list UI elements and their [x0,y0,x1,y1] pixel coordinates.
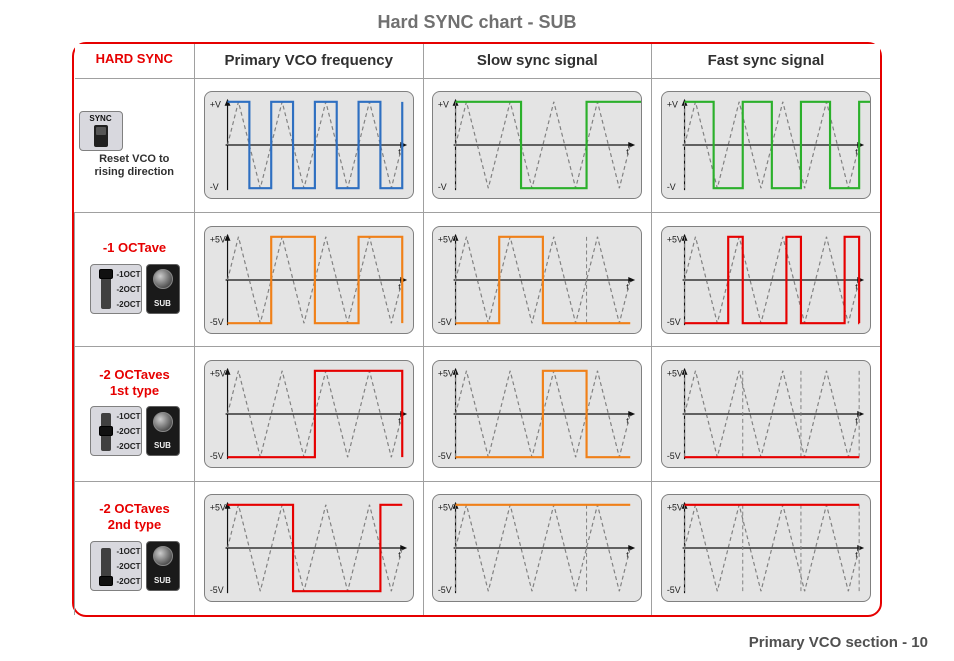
column-header: Slow sync signal [423,44,652,78]
sub-module: SUB [146,406,180,456]
waveform-chart: +5V-5Vt [204,360,414,468]
sync-label: SYNC [89,114,111,123]
waveform-chart: +5V-5Vt [432,360,642,468]
chart-cell: +V-Vt [652,78,881,212]
chart-cell: +V-Vt [423,78,652,212]
chart-table: HARD SYNC Primary VCO frequencySlow sync… [74,44,880,615]
octave-option: -1OCT [117,270,143,279]
svg-text:+V: +V [210,100,221,110]
svg-text:+V: +V [438,100,449,110]
octave-option: -1OCT [117,547,143,556]
waveform-chart: +5V-5Vt [204,494,414,602]
waveform-chart: +V-Vt [432,91,642,199]
svg-text:+5V: +5V [438,234,454,244]
control-box: -1OCT -2OCT -2OCT SUB [90,406,180,456]
sub-label: SUB [154,441,171,450]
waveform-chart: +5V-5Vt [432,226,642,334]
svg-text:+5V: +5V [667,369,683,379]
octave-option: -1OCT [117,412,143,421]
waveform-chart: +5V-5Vt [432,494,642,602]
chart-cell: +5V-5Vt [652,212,881,346]
waveform-chart: +V-Vt [661,91,871,199]
chart-cell: +5V-5Vt [195,481,424,615]
svg-text:-5V: -5V [438,317,452,327]
row-title: HARD SYNC [79,51,191,67]
svg-text:-V: -V [210,182,219,192]
control-box: -1OCT -2OCT -2OCT SUB [90,264,180,314]
waveform-chart: +5V-5Vt [661,226,871,334]
row-header-cell: HARD SYNC [75,44,195,78]
row-label-cell: SYNC Reset VCO torising direction [75,78,195,212]
svg-text:-5V: -5V [667,317,681,327]
row-label-cell: -2 OCTaves1st type -1OCT -2OCT -2OCT SUB [75,347,195,481]
sync-switch: SYNC [79,111,123,151]
svg-text:+5V: +5V [210,234,226,244]
sub-module: SUB [146,264,180,314]
row-title: -1 OCTave [79,240,190,256]
column-header: Fast sync signal [652,44,881,78]
chart-frame: HARD SYNC Primary VCO frequencySlow sync… [72,42,882,617]
chart-cell: +5V-5Vt [195,212,424,346]
sub-label: SUB [154,299,171,308]
row-title: -2 OCTaves2nd type [79,501,190,534]
chart-cell: +5V-5Vt [652,347,881,481]
svg-text:-5V: -5V [438,451,452,461]
sub-label: SUB [154,576,171,585]
svg-text:-V: -V [438,182,447,192]
control-box: -1OCT -2OCT -2OCT SUB [90,541,180,591]
svg-text:-5V: -5V [210,451,224,461]
page-footer: Primary VCO section - 10 [749,634,928,651]
chart-cell: +5V-5Vt [195,347,424,481]
waveform-chart: +V-Vt [204,91,414,199]
svg-text:-5V: -5V [438,585,452,595]
svg-text:+5V: +5V [438,503,454,513]
svg-text:-5V: -5V [210,585,224,595]
octave-option: -2OCT [117,300,143,309]
page-title: Hard SYNC chart - SUB [0,0,954,43]
chart-cell: +5V-5Vt [423,212,652,346]
svg-text:-5V: -5V [210,317,224,327]
row-label-cell: -2 OCTaves2nd type -1OCT -2OCT -2OCT SUB [75,481,195,615]
svg-text:+5V: +5V [438,369,454,379]
octave-option: -2OCT [117,285,143,294]
waveform-chart: +5V-5Vt [661,360,871,468]
chart-cell: +5V-5Vt [423,481,652,615]
octave-option: -2OCT [117,577,143,586]
column-header: Primary VCO frequency [195,44,424,78]
octave-option: -2OCT [117,562,143,571]
svg-text:+5V: +5V [667,503,683,513]
waveform-chart: +5V-5Vt [661,494,871,602]
svg-text:+V: +V [667,100,678,110]
octave-switch: -1OCT -2OCT -2OCT [90,406,142,456]
svg-text:+5V: +5V [210,369,226,379]
row-label-cell: -1 OCTave -1OCT -2OCT -2OCT SUB [75,212,195,346]
svg-text:+5V: +5V [667,234,683,244]
svg-text:-V: -V [667,182,676,192]
octave-switch: -1OCT -2OCT -2OCT [90,541,142,591]
row-subtitle: Reset VCO torising direction [79,153,191,179]
chart-cell: +V-Vt [195,78,424,212]
chart-cell: +5V-5Vt [652,481,881,615]
octave-switch: -1OCT -2OCT -2OCT [90,264,142,314]
octave-option: -2OCT [117,442,143,451]
octave-option: -2OCT [117,427,143,436]
sub-module: SUB [146,541,180,591]
svg-text:-5V: -5V [667,451,681,461]
chart-cell: +5V-5Vt [423,347,652,481]
svg-text:-5V: -5V [667,585,681,595]
row-title: -2 OCTaves1st type [79,367,190,400]
waveform-chart: +5V-5Vt [204,226,414,334]
svg-text:+5V: +5V [210,503,226,513]
